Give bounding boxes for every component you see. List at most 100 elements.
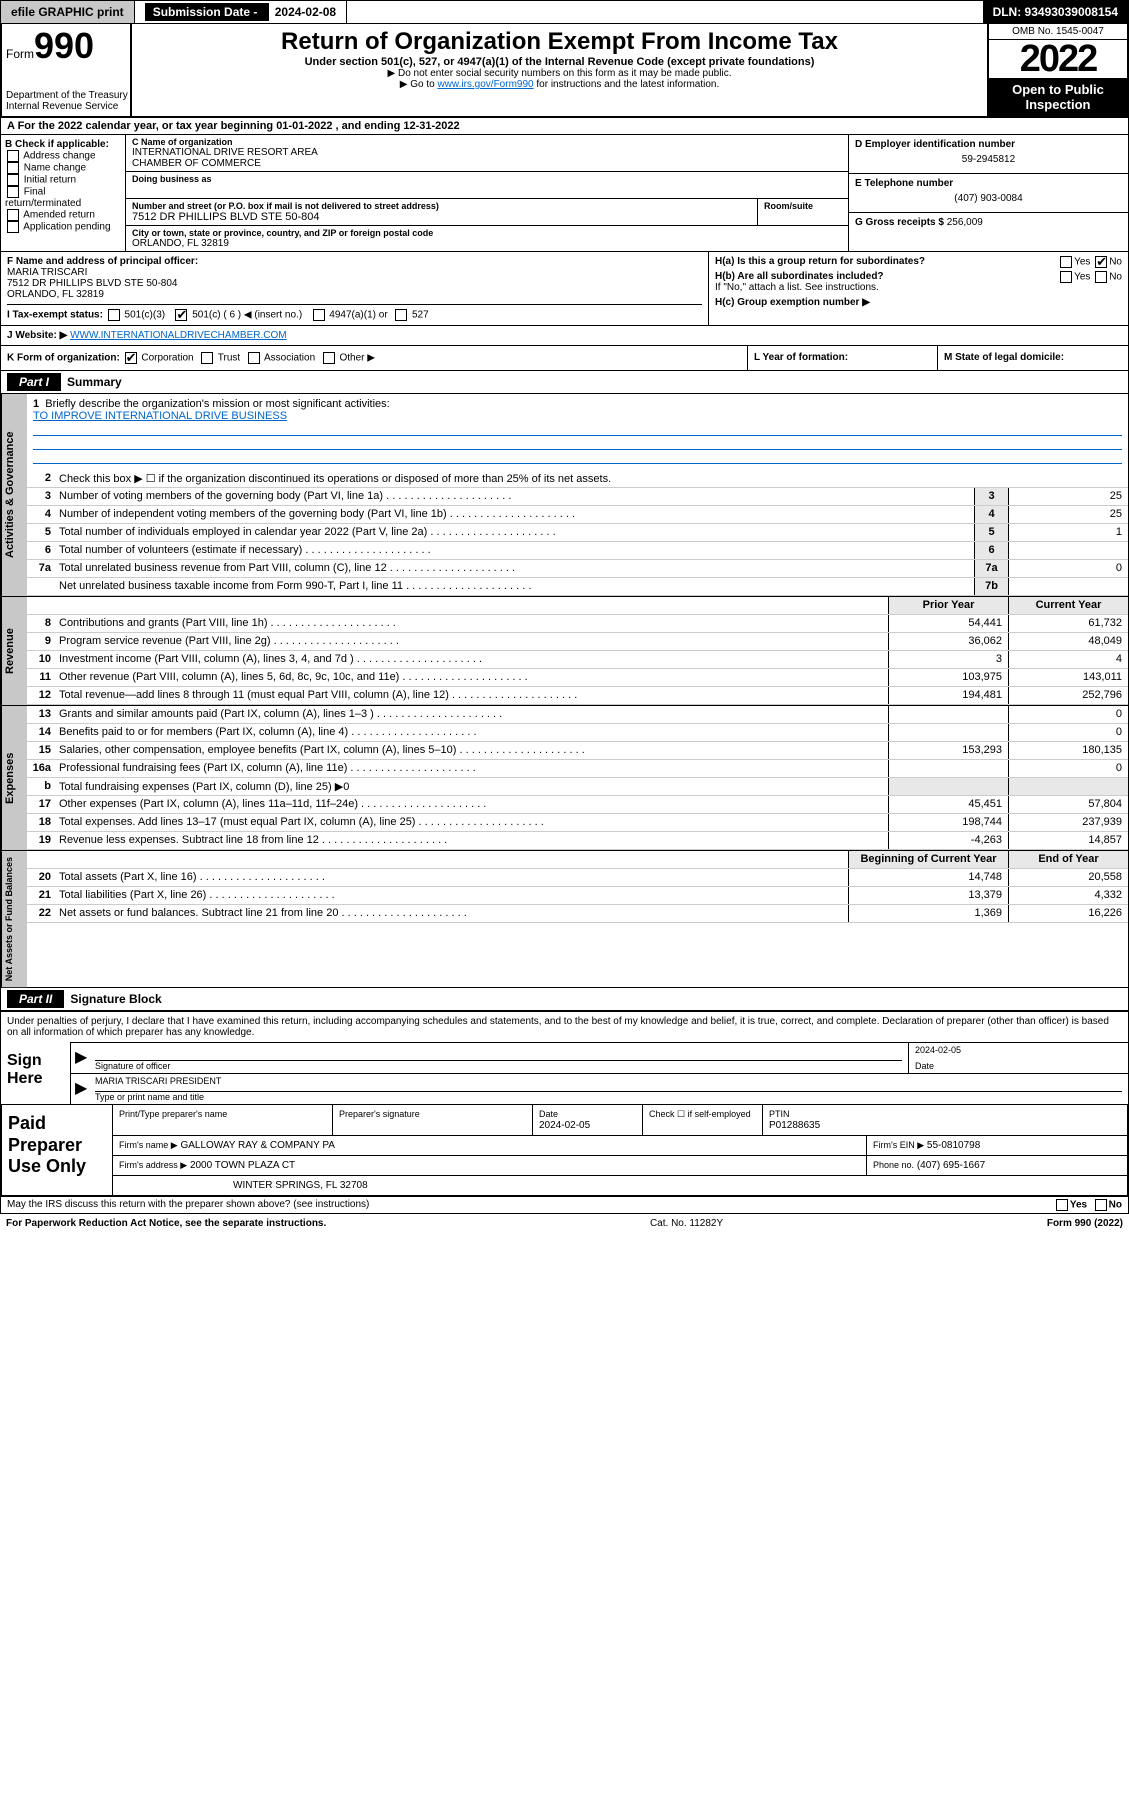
- table-row: Net unrelated business taxable income fr…: [27, 578, 1128, 596]
- table-row: 10Investment income (Part VIII, column (…: [27, 651, 1128, 669]
- form-title: Return of Organization Exempt From Incom…: [140, 28, 979, 56]
- mission-line: [33, 438, 1122, 450]
- eoy-header: End of Year: [1008, 851, 1128, 868]
- dln: DLN: 93493039008154: [983, 1, 1128, 23]
- table-row: bTotal fundraising expenses (Part IX, co…: [27, 778, 1128, 796]
- public-inspection: Open to Public Inspection: [989, 78, 1127, 116]
- side-activities-governance: Activities & Governance: [1, 394, 27, 596]
- mission-line: [33, 424, 1122, 436]
- form-header: Form990 Department of the Treasury Inter…: [0, 24, 1129, 118]
- dba-label: Doing business as: [132, 174, 842, 184]
- check-527[interactable]: [395, 309, 407, 321]
- check-corporation[interactable]: [125, 352, 137, 364]
- hb-no[interactable]: [1095, 271, 1107, 283]
- check-association[interactable]: [248, 352, 260, 364]
- tax-exempt-label: I Tax-exempt status:: [7, 310, 103, 321]
- side-net-assets: Net Assets or Fund Balances: [1, 851, 27, 987]
- check-application-pending[interactable]: Application pending: [5, 221, 121, 233]
- street-label: Number and street (or P.O. box if mail i…: [132, 201, 751, 211]
- hb-yes[interactable]: [1060, 271, 1072, 283]
- submission-date: Submission Date - 2024-02-08: [135, 1, 347, 23]
- table-row: 21Total liabilities (Part X, line 26)13,…: [27, 887, 1128, 905]
- sign-here-label: Sign Here: [1, 1042, 71, 1104]
- hc-label: H(c) Group exemption number ▶: [715, 297, 870, 308]
- arrow-icon: ▶: [71, 1074, 89, 1104]
- ein-label: D Employer identification number: [855, 139, 1122, 150]
- line-a: A For the 2022 calendar year, or tax yea…: [0, 118, 1129, 135]
- irs-link[interactable]: www.irs.gov/Form990: [437, 79, 533, 90]
- top-bar: efile GRAPHIC print Submission Date - 20…: [0, 0, 1129, 24]
- officer-name-field: MARIA TRISCARI PRESIDENTType or print na…: [89, 1074, 1128, 1104]
- gross-receipts-label: G Gross receipts $: [855, 217, 947, 228]
- header-left: Form990 Department of the Treasury Inter…: [2, 24, 132, 116]
- part-2: Part IISignature Block: [0, 988, 1129, 1012]
- gross-receipts: 256,009: [947, 217, 983, 228]
- footer-right: Form 990 (2022): [1047, 1218, 1123, 1229]
- phone-label: E Telephone number: [855, 178, 1122, 189]
- table-row: 9Program service revenue (Part VIII, lin…: [27, 633, 1128, 651]
- table-row: 8Contributions and grants (Part VIII, li…: [27, 615, 1128, 633]
- col-deg: D Employer identification number 59-2945…: [848, 135, 1128, 251]
- website-link[interactable]: WWW.INTERNATIONALDRIVECHAMBER.COM: [70, 330, 286, 341]
- col-l: L Year of formation:: [748, 346, 938, 370]
- form-number: 990: [34, 25, 94, 66]
- prior-year-header: Prior Year: [888, 597, 1008, 614]
- discuss-no[interactable]: [1095, 1199, 1107, 1211]
- submission-date-label: Submission Date -: [145, 3, 269, 21]
- table-row: 5Total number of individuals employed in…: [27, 524, 1128, 542]
- tax-year: 2022: [989, 40, 1127, 78]
- col-f: F Name and address of principal officer:…: [1, 252, 708, 325]
- check-final-return[interactable]: Final return/terminated: [5, 186, 121, 209]
- col-c: C Name of organization INTERNATIONAL DRI…: [126, 135, 848, 251]
- form-note-2: ▶ Go to www.irs.gov/Form990 for instruct…: [140, 79, 979, 90]
- table-row: 22Net assets or fund balances. Subtract …: [27, 905, 1128, 923]
- col-k: K Form of organization: Corporation Trus…: [1, 346, 748, 370]
- hb-note: If "No," attach a list. See instructions…: [715, 282, 1122, 293]
- check-501c[interactable]: [175, 309, 187, 321]
- table-row: 4Number of independent voting members of…: [27, 506, 1128, 524]
- check-address-change[interactable]: Address change: [5, 150, 121, 162]
- dba: [132, 184, 842, 196]
- table-row: 3Number of voting members of the governi…: [27, 488, 1128, 506]
- check-initial-return[interactable]: Initial return: [5, 174, 121, 186]
- section-fh: F Name and address of principal officer:…: [0, 252, 1129, 326]
- efile-print-button[interactable]: efile GRAPHIC print: [1, 1, 135, 23]
- section-bcdeg: B Check if applicable: Address change Na…: [0, 135, 1129, 252]
- hb-label: H(b) Are all subordinates included?: [715, 271, 884, 282]
- org-name: INTERNATIONAL DRIVE RESORT AREA CHAMBER …: [132, 147, 842, 169]
- col-m: M State of legal domicile:: [938, 346, 1128, 370]
- signature-field[interactable]: Signature of officer: [89, 1043, 908, 1073]
- check-4947[interactable]: [313, 309, 325, 321]
- ha-yes[interactable]: [1060, 256, 1072, 268]
- row-klm: K Form of organization: Corporation Trus…: [0, 346, 1129, 371]
- side-expenses: Expenses: [1, 706, 27, 850]
- col-b-header: B Check if applicable:: [5, 139, 121, 150]
- arrow-icon: ▶: [71, 1043, 89, 1073]
- mission-text[interactable]: TO IMPROVE INTERNATIONAL DRIVE BUSINESS: [33, 410, 287, 422]
- city: ORLANDO, FL 32819: [132, 238, 842, 249]
- check-other[interactable]: [323, 352, 335, 364]
- signature-date: 2024-02-05Date: [908, 1043, 1128, 1073]
- table-row: 18Total expenses. Add lines 13–17 (must …: [27, 814, 1128, 832]
- check-name-change[interactable]: Name change: [5, 162, 121, 174]
- table-row: 14Benefits paid to or for members (Part …: [27, 724, 1128, 742]
- table-row: 16aProfessional fundraising fees (Part I…: [27, 760, 1128, 778]
- discuss-yes[interactable]: [1056, 1199, 1068, 1211]
- signature-block: Under penalties of perjury, I declare th…: [0, 1012, 1129, 1105]
- check-trust[interactable]: [201, 352, 213, 364]
- city-label: City or town, state or province, country…: [132, 228, 842, 238]
- ha-label: H(a) Is this a group return for subordin…: [715, 256, 925, 267]
- footer: For Paperwork Reduction Act Notice, see …: [0, 1214, 1129, 1233]
- discuss-row: May the IRS discuss this return with the…: [0, 1197, 1129, 1214]
- col-b: B Check if applicable: Address change Na…: [1, 135, 126, 251]
- check-501c3[interactable]: [108, 309, 120, 321]
- check-amended-return[interactable]: Amended return: [5, 209, 121, 221]
- boy-header: Beginning of Current Year: [848, 851, 1008, 868]
- department: Department of the Treasury Internal Reve…: [6, 90, 130, 112]
- table-row: 11Other revenue (Part VIII, column (A), …: [27, 669, 1128, 687]
- table-row: 13Grants and similar amounts paid (Part …: [27, 706, 1128, 724]
- col-h: H(a) Is this a group return for subordin…: [708, 252, 1128, 325]
- ha-no[interactable]: [1095, 256, 1107, 268]
- footer-cat: Cat. No. 11282Y: [326, 1218, 1047, 1229]
- officer-label: F Name and address of principal officer:: [7, 256, 198, 267]
